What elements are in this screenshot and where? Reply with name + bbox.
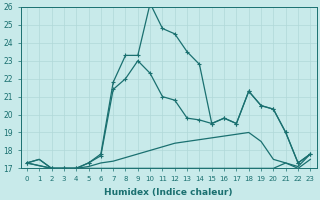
- X-axis label: Humidex (Indice chaleur): Humidex (Indice chaleur): [104, 188, 233, 197]
